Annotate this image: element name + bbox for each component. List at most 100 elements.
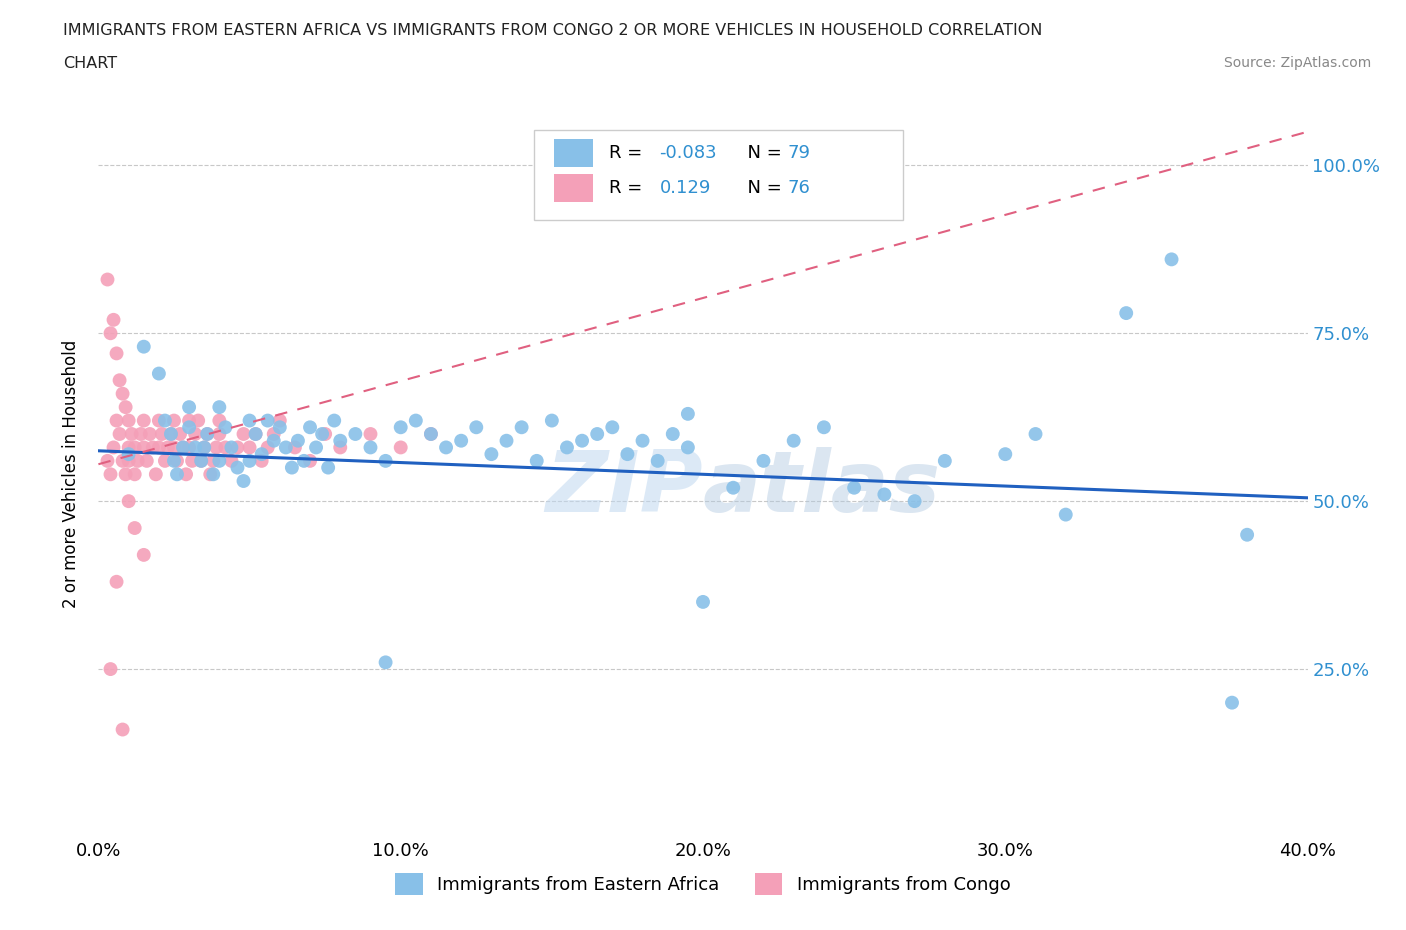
Point — [274, 440, 297, 455]
Point — [263, 433, 285, 448]
Point — [1236, 527, 1258, 542]
Point — [132, 413, 155, 428]
Point — [299, 419, 322, 434]
Point — [105, 575, 128, 590]
Point — [108, 373, 131, 388]
Point — [105, 413, 128, 428]
Point — [526, 454, 548, 469]
Point — [676, 406, 699, 421]
Point — [269, 419, 291, 434]
Text: atlas: atlas — [703, 447, 941, 530]
Point — [163, 413, 186, 428]
Point — [994, 446, 1017, 461]
Point — [105, 346, 128, 361]
Point — [226, 440, 249, 455]
Point — [752, 454, 775, 469]
Point — [103, 312, 125, 327]
Point — [420, 427, 443, 442]
Point — [269, 413, 291, 428]
Text: R =: R = — [609, 179, 648, 197]
Point — [132, 548, 155, 563]
Text: 79: 79 — [787, 144, 811, 162]
Point — [844, 480, 866, 495]
Point — [172, 440, 194, 455]
Point — [214, 440, 236, 455]
Point — [239, 440, 262, 455]
Text: CHART: CHART — [63, 56, 117, 71]
Point — [179, 419, 201, 434]
Point — [1160, 252, 1182, 267]
Point — [256, 440, 278, 455]
Point — [193, 440, 215, 455]
Point — [239, 413, 262, 428]
Point — [374, 454, 396, 469]
Point — [661, 427, 683, 442]
Point — [96, 272, 118, 287]
Point — [647, 454, 669, 469]
Point — [100, 326, 122, 340]
Point — [510, 419, 533, 434]
Point — [256, 413, 278, 428]
Point — [150, 427, 173, 442]
Point — [292, 454, 315, 469]
Point — [153, 454, 176, 469]
Point — [111, 386, 134, 401]
Point — [202, 467, 225, 482]
Point — [250, 454, 273, 469]
Point — [179, 413, 201, 428]
Text: Source: ZipAtlas.com: Source: ZipAtlas.com — [1223, 56, 1371, 70]
Point — [263, 427, 285, 442]
Point — [1024, 427, 1046, 442]
Point — [174, 467, 197, 482]
Point — [221, 440, 243, 455]
Point — [1115, 306, 1137, 321]
Point — [148, 413, 170, 428]
Point — [571, 433, 593, 448]
Legend: Immigrants from Eastern Africa, Immigrants from Congo: Immigrants from Eastern Africa, Immigran… — [388, 866, 1018, 902]
Point — [100, 467, 122, 482]
Point — [284, 440, 307, 455]
Point — [208, 413, 231, 428]
Point — [723, 480, 745, 495]
Point — [124, 521, 146, 536]
Point — [135, 454, 157, 469]
Y-axis label: 2 or more Vehicles in Household: 2 or more Vehicles in Household — [62, 340, 80, 608]
Point — [160, 427, 183, 442]
Point — [287, 433, 309, 448]
Point — [465, 419, 488, 434]
Point — [121, 427, 143, 442]
Point — [360, 440, 382, 455]
Point — [232, 427, 254, 442]
FancyBboxPatch shape — [534, 130, 903, 220]
Point — [160, 427, 183, 442]
Point — [208, 427, 231, 442]
Point — [202, 454, 225, 469]
Point — [873, 487, 896, 502]
Point — [145, 467, 167, 482]
Point — [179, 400, 201, 415]
Point — [100, 661, 122, 676]
Point — [344, 427, 367, 442]
Point — [299, 454, 322, 469]
Point — [245, 427, 267, 442]
Text: -0.083: -0.083 — [659, 144, 717, 162]
Point — [420, 427, 443, 442]
Point — [904, 494, 927, 509]
Point — [205, 440, 228, 455]
Point — [281, 460, 304, 475]
Point — [148, 440, 170, 455]
Point — [316, 460, 339, 475]
FancyBboxPatch shape — [554, 174, 593, 202]
Text: R =: R = — [609, 144, 648, 162]
Point — [586, 427, 609, 442]
Text: IMMIGRANTS FROM EASTERN AFRICA VS IMMIGRANTS FROM CONGO 2 OR MORE VEHICLES IN HO: IMMIGRANTS FROM EASTERN AFRICA VS IMMIGR… — [63, 23, 1043, 38]
Point — [187, 413, 209, 428]
Text: 76: 76 — [787, 179, 810, 197]
Point — [190, 454, 212, 469]
Point — [208, 400, 231, 415]
Point — [495, 433, 517, 448]
Text: N =: N = — [735, 144, 787, 162]
Point — [389, 419, 412, 434]
Text: ZIP: ZIP — [546, 447, 703, 530]
Point — [114, 467, 136, 482]
